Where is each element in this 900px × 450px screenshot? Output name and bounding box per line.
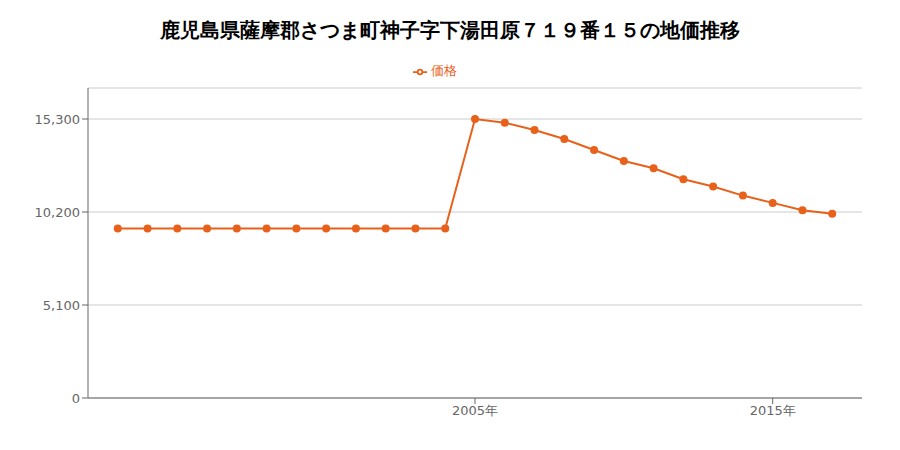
html-text:価格: 価格 [431, 63, 457, 78]
svg-text:15,300: 15,300 [35, 112, 81, 127]
svg-text:2005年: 2005年 [452, 403, 498, 418]
svg-text:0: 0 [72, 391, 80, 406]
svg-text:2015年: 2015年 [750, 403, 796, 418]
html-text:鹿児島県薩摩郡さつま町神子字下湯田原７１９番１５の地価推移: 鹿児島県薩摩郡さつま町神子字下湯田原７１９番１５の地価推移 [160, 18, 740, 42]
svg-text:5,100: 5,100 [43, 298, 80, 313]
svg-text:10,200: 10,200 [35, 205, 81, 220]
